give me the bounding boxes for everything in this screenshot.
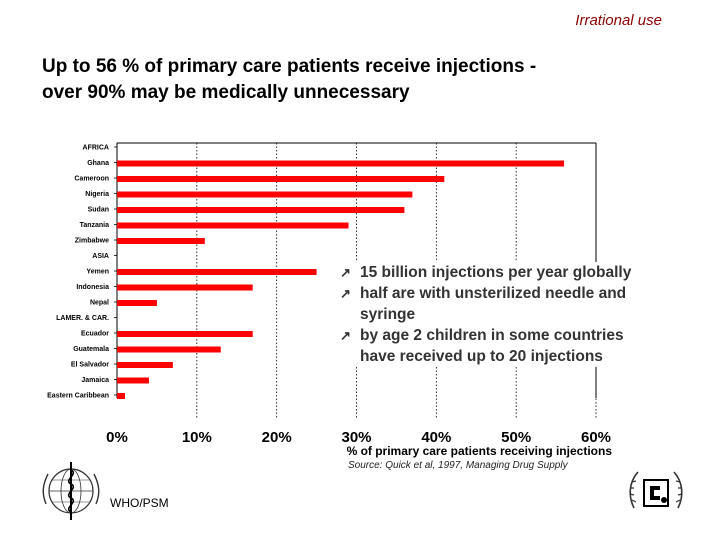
bar xyxy=(117,393,125,399)
callout-item-1: ↗ 15 billion injections per year globall… xyxy=(340,262,680,283)
x-tick-label: 20% xyxy=(262,429,292,446)
category-label: Eastern Caribbean xyxy=(47,393,109,400)
callout-item-3-line-2: have received up to 20 injections xyxy=(360,348,603,365)
category-label: ASIA xyxy=(92,253,109,260)
callout-item-2: ↗ half are with unsterilized needle and … xyxy=(340,283,680,325)
bar xyxy=(117,300,157,306)
bar xyxy=(117,269,317,275)
bar xyxy=(117,331,253,337)
category-label: Ghana xyxy=(87,160,109,167)
bar xyxy=(117,222,349,229)
category-label: Sudan xyxy=(88,207,109,214)
x-tick-label: 50% xyxy=(501,429,531,446)
category-label: Jamaica xyxy=(81,377,109,384)
plot-area: 0% 10% 20% 30% 40% 50% 60%% of primary care pa… xyxy=(47,142,613,458)
title-line-2: over 90% may be medically unnecessary xyxy=(42,82,410,103)
callout-box: ↗ 15 billion injections per year globall… xyxy=(340,262,680,367)
x-tick-label: 60% xyxy=(581,429,611,446)
category-label: El Salvador xyxy=(71,362,109,369)
category-label: Nigeria xyxy=(85,191,109,198)
bar xyxy=(117,284,253,291)
category-label: Yemen xyxy=(86,269,109,276)
arrow-bullet-icon: ↗ xyxy=(340,286,351,301)
category-label: Zimbabwe xyxy=(75,238,109,245)
category-label: Tanzania xyxy=(80,222,110,229)
callout-item-3: ↗ by age 2 children in some countries ha… xyxy=(340,325,680,367)
callout-item-3-line-1: by age 2 children in some countries xyxy=(360,327,624,344)
category-label: Guatemala xyxy=(73,346,109,353)
source-citation: Source: Quick et al, 1997, Managing Drug… xyxy=(348,460,568,471)
bar xyxy=(117,377,149,384)
category-label: Indonesia xyxy=(76,284,109,291)
bar xyxy=(117,362,173,368)
who-emblem-icon xyxy=(42,462,100,520)
x-tick-label: 10% xyxy=(182,429,212,446)
x-tick-label: 30% xyxy=(341,429,371,446)
category-label: AFRICA xyxy=(83,145,109,152)
x-tick-label: 40% xyxy=(421,429,451,446)
un-logo-icon xyxy=(629,471,683,509)
category-label: LAMER. & CAR. xyxy=(56,315,109,322)
footer-label: WHO/PSM xyxy=(110,496,169,510)
callout-item-2-line-2: syringe xyxy=(360,306,416,323)
bar xyxy=(117,176,445,182)
title-line-1: Up to 56 % of primary care patients rece… xyxy=(42,56,537,77)
bar xyxy=(117,346,221,353)
bar xyxy=(117,238,205,244)
x-tick-label: 0% xyxy=(106,429,128,446)
callout-item-1-line-1: 15 billion injections per year globally xyxy=(360,264,632,281)
bar xyxy=(117,191,413,198)
arrow-bullet-icon: ↗ xyxy=(340,265,351,280)
slide-title: Up to 56 % of primary care patients rece… xyxy=(42,54,682,106)
arrow-bullet-icon: ↗ xyxy=(340,328,351,343)
category-label: Nepal xyxy=(90,300,109,307)
bar xyxy=(117,207,405,213)
bar xyxy=(117,160,565,167)
x-axis-label: % of primary care patients receiving inj… xyxy=(347,444,613,458)
category-label: Cameroon xyxy=(74,176,109,183)
category-label: Ecuador xyxy=(81,331,109,338)
callout-item-2-line-1: half are with unsterilized needle and xyxy=(360,285,627,302)
topic-label: Irrational use xyxy=(575,12,662,29)
